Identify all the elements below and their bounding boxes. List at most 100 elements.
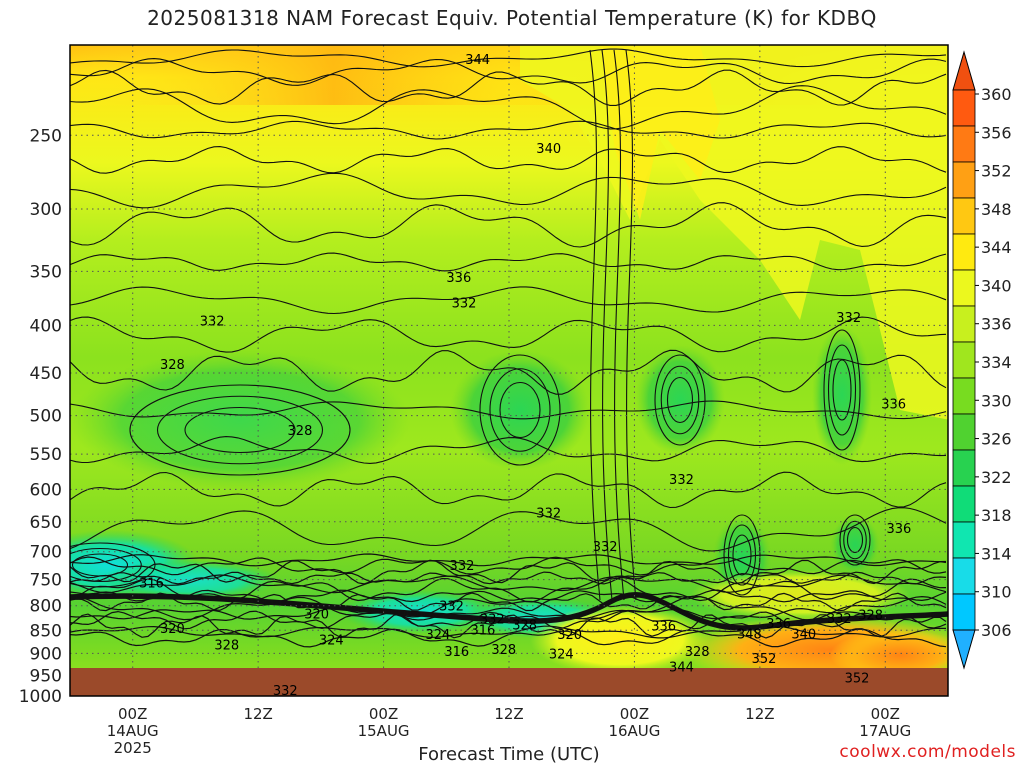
colorbar-label: 360: [981, 85, 1012, 104]
contour-label: 316: [139, 576, 164, 591]
y-tick-label: 600: [30, 480, 62, 500]
site-credit: coolwx.com/models: [839, 742, 1016, 762]
contour-line: [70, 593, 948, 628]
colorbar-swatch: [952, 305, 976, 343]
contour-label: 332: [669, 473, 694, 488]
colorbar-swatch: [952, 197, 976, 235]
contour-line: [613, 49, 625, 601]
colorbar-label: 352: [981, 162, 1012, 181]
contour-line: [625, 49, 637, 601]
y-tick-label: 850: [30, 621, 62, 641]
contour-line: [499, 381, 541, 439]
contour-line: [70, 595, 947, 621]
contour-line: [70, 400, 947, 420]
contour-label: 344: [465, 53, 490, 68]
colorbar-label: 340: [981, 276, 1012, 295]
contour-label: 332: [450, 559, 475, 574]
y-tick-label: 800: [30, 597, 62, 617]
contour-line: [489, 368, 551, 452]
contour-line: [727, 524, 757, 586]
y-tick-label: 900: [30, 644, 62, 664]
y-tick-label: 750: [30, 571, 62, 591]
contour-line: [601, 49, 613, 601]
contour-line: [70, 595, 948, 630]
contour-label: 328: [160, 358, 185, 373]
contour-line: [70, 146, 947, 174]
contour-line: [184, 406, 296, 454]
y-tick-label: 400: [30, 316, 62, 336]
contour-label: 332: [827, 612, 852, 627]
contour-line: [70, 471, 947, 509]
colorbar-label: 326: [981, 430, 1012, 449]
contour-label: 328: [214, 638, 239, 653]
contour-line: [723, 514, 761, 596]
chart-title: 2025081318 NAM Forecast Equiv. Potential…: [147, 6, 877, 30]
colorbar-swatch: [952, 521, 976, 559]
contour-line: [70, 628, 947, 648]
contour-line: [70, 507, 947, 552]
contour-label: 320: [304, 607, 329, 622]
contour-label: 328: [685, 645, 710, 660]
contour-line: [70, 436, 947, 464]
contour-line: [823, 329, 861, 451]
ground-below-surface: [70, 668, 948, 696]
contour-label: 324: [426, 628, 451, 643]
contour-label: 328: [858, 609, 883, 624]
contour-label: 340: [791, 628, 816, 643]
contour-line: [666, 376, 694, 424]
contour-label: 336: [766, 617, 791, 632]
colorbar-swatch: [952, 161, 976, 199]
y-tick-label: 450: [30, 364, 62, 384]
contour-line: [843, 520, 867, 560]
contour-line: [827, 344, 857, 436]
contour-line: [70, 625, 947, 639]
contour-line: [70, 48, 947, 68]
colorbar-label: 330: [981, 391, 1012, 410]
contour-label: 336: [881, 397, 906, 412]
contour-line: [70, 592, 948, 627]
contour-line: [70, 120, 947, 140]
contour-label: 332: [536, 506, 561, 521]
x-tick-label: 00Z: [620, 705, 649, 723]
contour-line: [70, 286, 947, 315]
colorbar-label: 348: [981, 200, 1012, 219]
x-tick-label: 2025: [114, 739, 152, 757]
contour-label: 336: [886, 522, 911, 537]
colorbar-swatch: [952, 269, 976, 307]
colorbar-label: 322: [981, 468, 1012, 487]
contour-line: [70, 592, 947, 612]
contour-labels: 3443403363323323283283323323323323363363…: [139, 53, 911, 699]
colorbar-label: 306: [981, 621, 1012, 640]
colorbar-label: 334: [981, 353, 1012, 372]
contour-line: [732, 534, 752, 576]
colorbar-label: 336: [981, 315, 1012, 334]
colorbar-over-arrow: [952, 50, 976, 91]
x-tick-label: 17AUG: [859, 722, 911, 740]
contour-line: [70, 349, 947, 395]
contour-line: [70, 596, 948, 631]
contour-line: [70, 607, 947, 621]
colorbar-label: 314: [981, 544, 1012, 563]
contour-line: [70, 172, 947, 209]
colorbar-swatch: [952, 413, 976, 451]
contour-label: 328: [491, 643, 516, 658]
contour-line: [70, 553, 947, 567]
contour-label: 352: [752, 652, 777, 667]
contour-line: [70, 542, 156, 588]
contour-label: 332: [273, 684, 298, 699]
contour-line: [70, 58, 947, 86]
contour-line: [70, 556, 947, 576]
x-tick-label: 12Z: [243, 705, 272, 723]
x-tick-label: 14AUG: [107, 722, 159, 740]
contour-line: [70, 577, 947, 603]
contour-line: [70, 547, 142, 583]
y-tick-label: 250: [30, 126, 62, 146]
y-axis: 250 300 350 400 450 500 550 600 650 700 750 800 850 9…: [19, 126, 62, 707]
contour-line: [70, 85, 947, 130]
x-tick-label: 00Z: [369, 705, 398, 723]
contour-label: 332: [452, 296, 477, 311]
contour-line: [70, 571, 947, 585]
colorbar-label: 344: [981, 238, 1012, 257]
colorbar-swatch: [952, 557, 976, 595]
